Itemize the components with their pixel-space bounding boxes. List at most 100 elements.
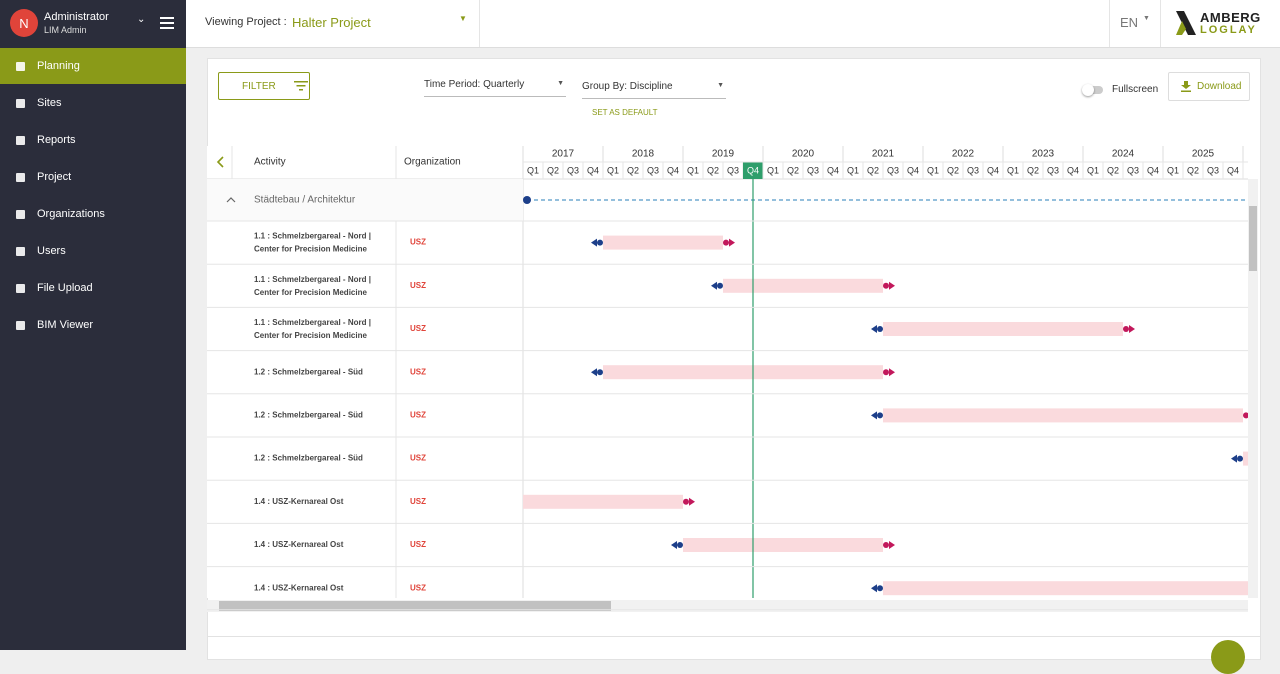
quarter-label: Q3 [1127, 165, 1139, 175]
end-marker [1123, 325, 1135, 333]
project-select[interactable]: Halter Project [292, 15, 371, 30]
quarter-label: Q3 [887, 165, 899, 175]
year-label: 2021 [872, 149, 895, 160]
set-default-link[interactable]: SET AS DEFAULT [592, 108, 658, 117]
quarter-label: Q4 [587, 165, 599, 175]
menu-label: File Upload [37, 282, 93, 294]
project-caret[interactable]: ▼ [459, 14, 467, 23]
organization-label: USZ [410, 454, 426, 463]
gantt-chart: Activity Organization 2017 Q1 Q2 Q3 Q4 2018 Q1… [207, 146, 1259, 612]
column-header: Organization [404, 157, 461, 168]
user-name: Administrator [44, 11, 109, 23]
year-label: 2023 [1032, 149, 1055, 160]
divider [479, 0, 480, 47]
menu-item[interactable]: Planning [0, 48, 186, 84]
year-label: 2025 [1192, 149, 1215, 160]
h-scroll-thumb[interactable] [219, 601, 611, 611]
fab-button[interactable] [1211, 640, 1245, 674]
end-marker [723, 238, 735, 247]
activity-label: Center for Precision Medicine [254, 331, 367, 340]
quarter-label: Q1 [927, 165, 939, 175]
quarter-label: Q4 [747, 165, 759, 175]
time-period-label: Time Period: Quarterly [424, 79, 525, 90]
menu-label: Sites [37, 97, 62, 109]
group-by-select[interactable]: Group By: Discipline ▼ [582, 81, 726, 99]
collapse-button[interactable] [216, 156, 224, 168]
language-caret[interactable]: ▼ [1143, 15, 1150, 22]
quarter-label: Q2 [547, 165, 559, 175]
start-marker [1231, 454, 1243, 463]
quarter-label: Q1 [607, 165, 619, 175]
organization-label: USZ [410, 540, 426, 549]
activity-bar [723, 278, 883, 293]
menu-icon [16, 135, 25, 145]
v-scroll-thumb[interactable] [1249, 206, 1257, 271]
organization-label: USZ [410, 411, 426, 420]
quarter-label: Q3 [807, 165, 819, 175]
group-label: Städtebau / Architektur [254, 195, 356, 206]
menu-item[interactable]: BIM Viewer [0, 307, 186, 343]
quarter-label: Q4 [667, 165, 679, 175]
current-quarter [743, 162, 763, 179]
quarter-label: Q1 [847, 165, 859, 175]
menu-item[interactable]: Organizations [0, 196, 186, 232]
group-toggle[interactable] [226, 197, 236, 203]
logo-text: AMBERG [1200, 10, 1261, 25]
activity-bar [883, 408, 1243, 423]
menu-label: Users [37, 245, 66, 257]
v-scrollbar[interactable] [1248, 179, 1258, 598]
quarter-label: Q1 [1167, 165, 1179, 175]
download-button[interactable]: Download [1168, 72, 1250, 101]
menu-item[interactable]: Sites [0, 85, 186, 121]
activity-label: 1.4 : USZ-Kernareal Ost [254, 497, 344, 506]
fullscreen-toggle[interactable] [1082, 84, 1103, 96]
organization-label: USZ [410, 497, 426, 506]
menu-item[interactable]: Project [0, 159, 186, 195]
quarter-label: Q1 [1007, 165, 1019, 175]
activity-bar [883, 581, 1248, 596]
start-marker [871, 325, 883, 333]
quarter-label: Q4 [827, 165, 839, 175]
group-by-label: Group By: Discipline [582, 81, 673, 92]
quarter-label: Q3 [967, 165, 979, 175]
filter-button[interactable]: FILTER [218, 72, 310, 100]
end-marker [883, 281, 895, 290]
activity-bar [683, 538, 883, 552]
user-caret[interactable]: ⌄ [137, 14, 146, 25]
menu-item[interactable]: Reports [0, 122, 186, 158]
quarter-label: Q2 [1107, 165, 1119, 175]
activity-label: 1.2 : Schmelzbergareal - Süd [254, 454, 363, 463]
download-label: Download [1197, 81, 1242, 92]
start-marker [871, 584, 883, 593]
filter-icon [293, 81, 308, 91]
menu-label: Planning [37, 60, 80, 72]
fullscreen-label: Fullscreen [1112, 84, 1159, 95]
quarter-label: Q1 [527, 165, 539, 175]
start-marker [591, 368, 603, 377]
activity-label: 1.2 : Schmelzbergareal - Süd [254, 367, 363, 376]
menu-item[interactable]: File Upload [0, 270, 186, 306]
group-start [523, 196, 531, 204]
sidebar: N Administrator LIM Admin ⌄ Planning Site… [0, 0, 186, 650]
menu-icon [16, 246, 25, 256]
activity-label: 1.1 : Schmelzbergareal - Nord | [254, 275, 371, 284]
quarter-label: Q4 [1067, 165, 1079, 175]
language-select[interactable]: EN [1120, 15, 1139, 30]
end-marker [683, 497, 695, 506]
activity-label: 1.1 : Schmelzbergareal - Nord | [254, 318, 371, 327]
organization-label: USZ [410, 324, 426, 333]
menu-toggle[interactable] [160, 17, 174, 29]
end-marker [883, 541, 895, 549]
menu-item[interactable]: Users [0, 233, 186, 269]
divider [1160, 0, 1161, 47]
quarter-label: Q4 [907, 165, 919, 175]
year-label: 2024 [1112, 149, 1135, 160]
avatar[interactable]: N [10, 9, 38, 37]
menu-label: Organizations [37, 208, 105, 220]
activity-label: 1.2 : Schmelzbergareal - Süd [254, 411, 363, 420]
year-label: 2020 [792, 149, 815, 160]
logo-text: LOGLAY [1200, 24, 1257, 36]
time-period-select[interactable]: Time Period: Quarterly ▼ [424, 79, 566, 97]
quarter-label: Q4 [1227, 165, 1239, 175]
user-role: LIM Admin [44, 25, 87, 35]
